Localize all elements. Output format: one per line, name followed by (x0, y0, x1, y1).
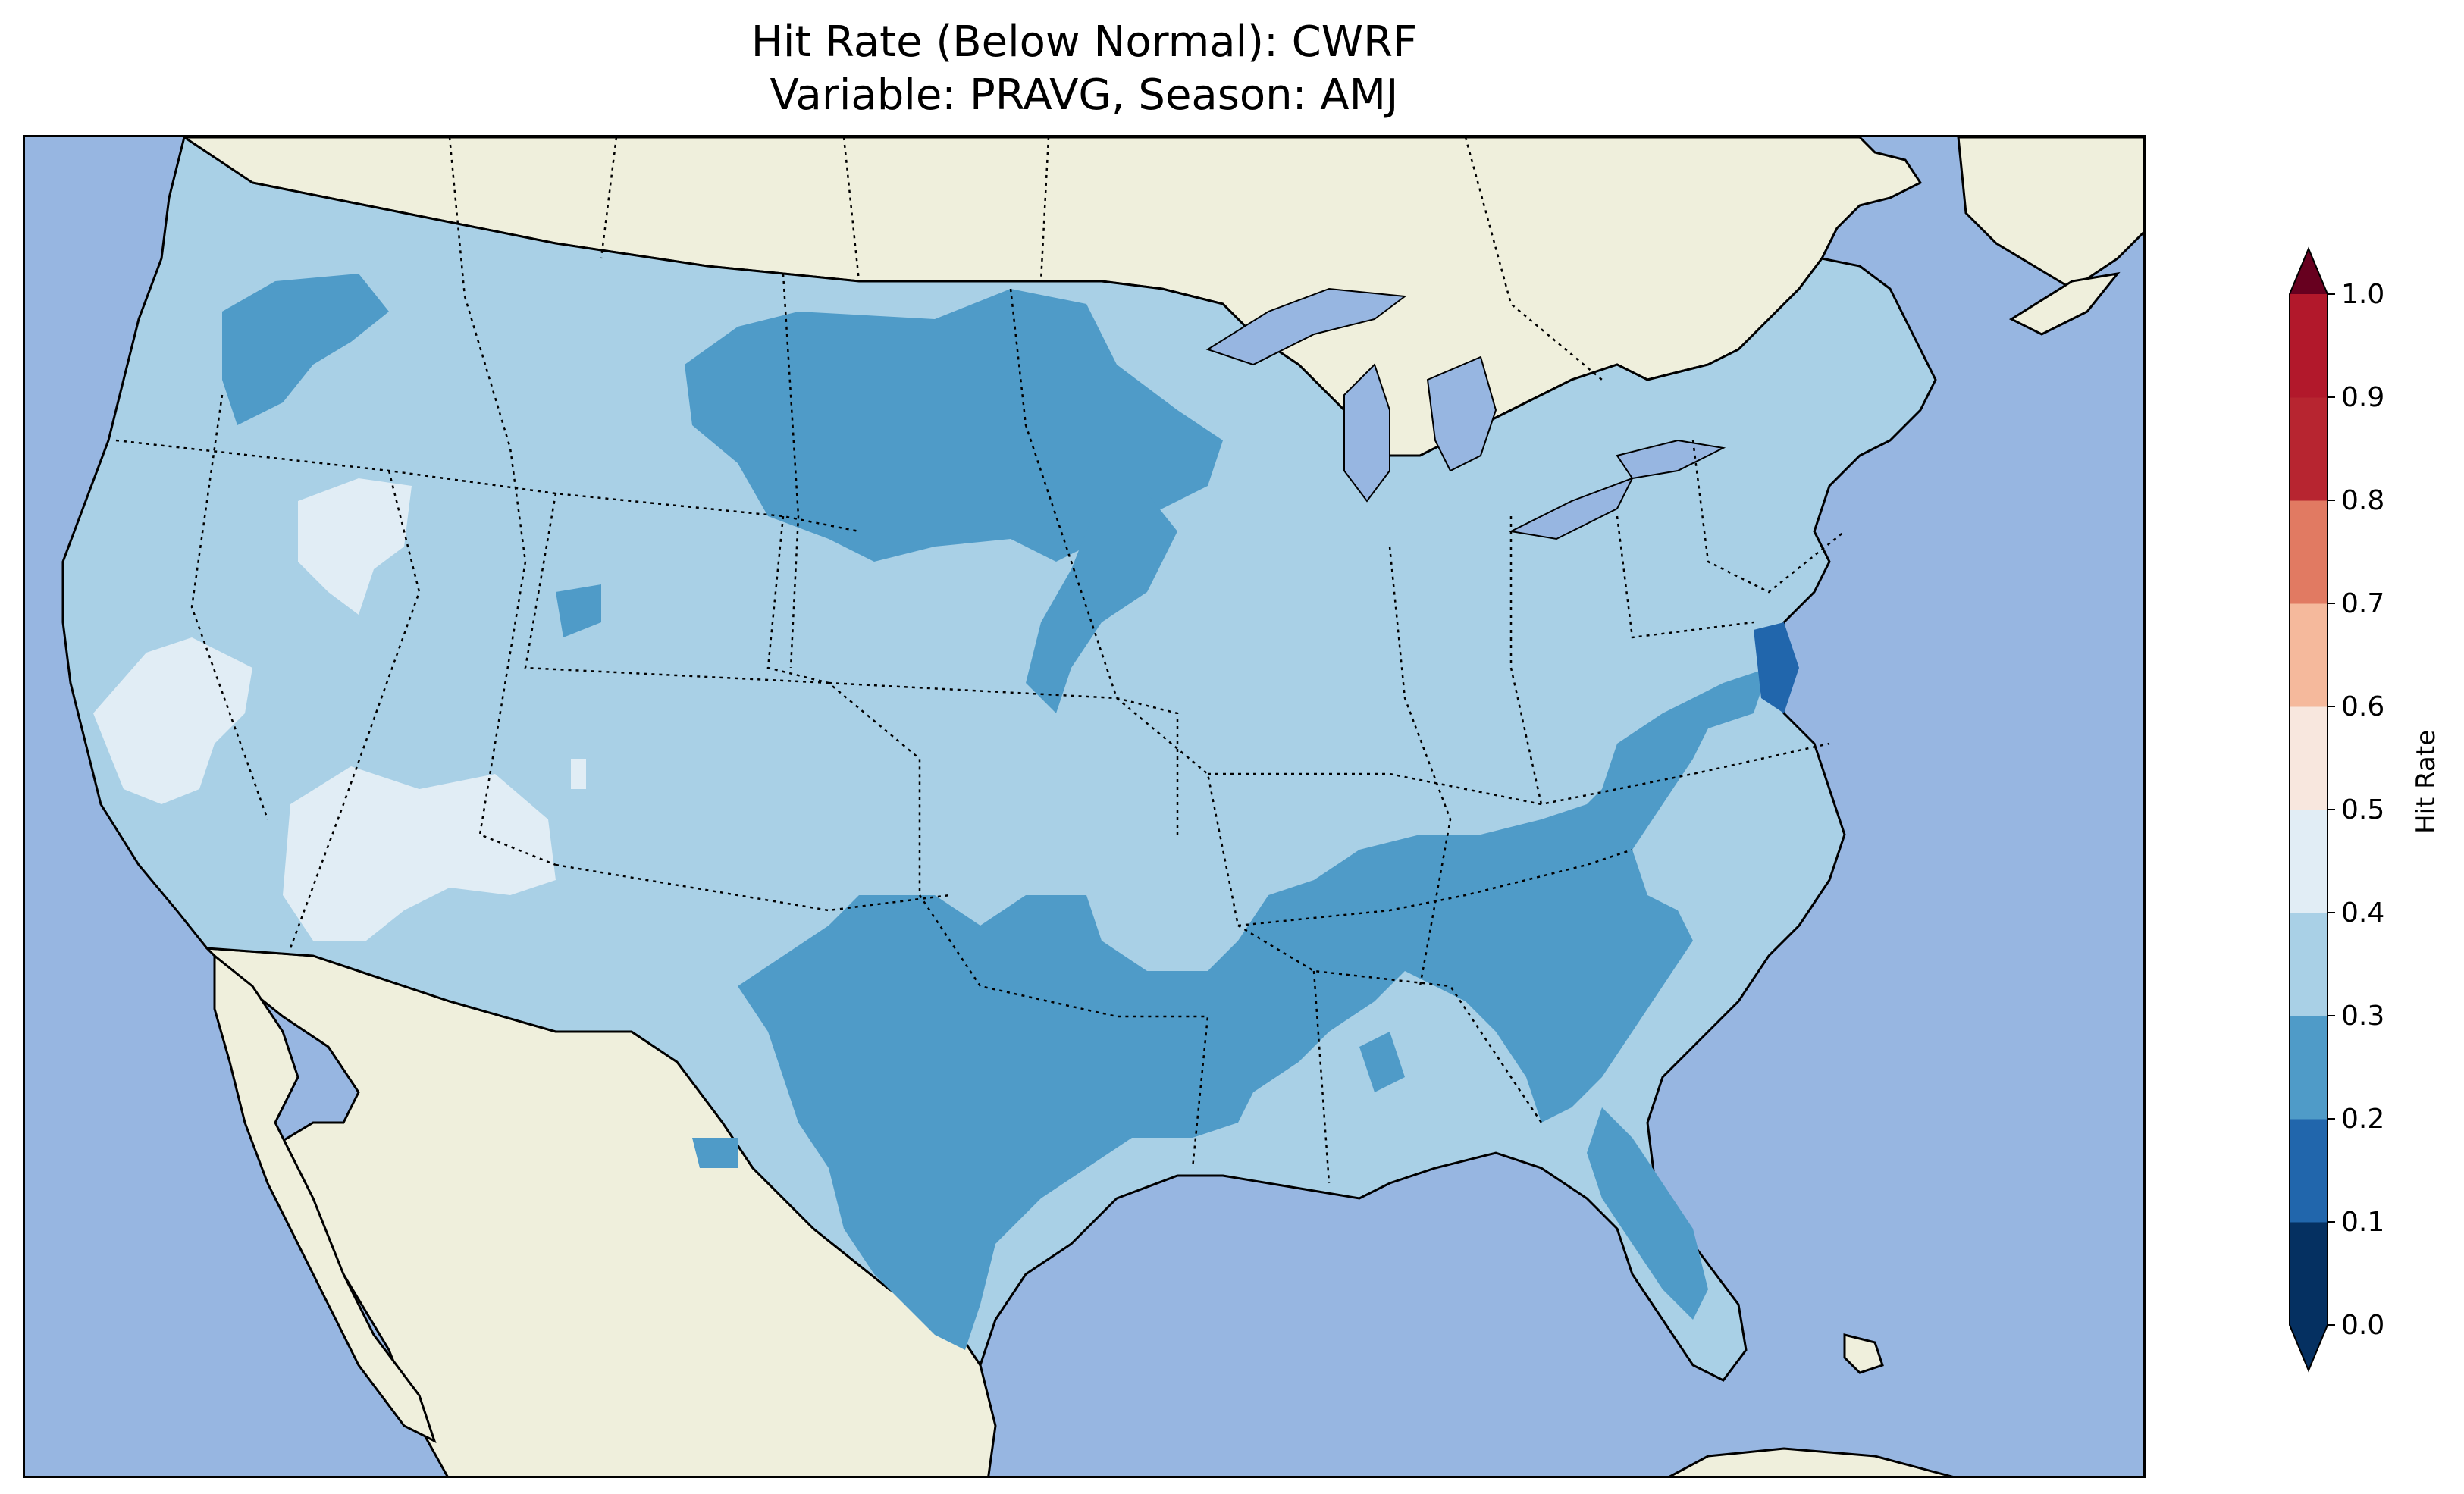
colorbar-tick-label: 0.7 (2341, 588, 2384, 619)
canada-maritimes-land (1957, 137, 2143, 290)
colorbar-label: Hit Rate (2411, 729, 2441, 834)
colorbar-band (2290, 913, 2328, 1016)
baja-california-land (213, 953, 437, 1443)
colorbar-tick-label: 0.1 (2341, 1207, 2384, 1238)
bahamas-island (1843, 1333, 1884, 1374)
colorbar: 0.0 0.1 0.2 0.3 0.4 0.5 0.6 0.7 0.8 0.9 1.0 (2289, 246, 2384, 1373)
map-canvas (61, 137, 2143, 1476)
map-title-line-2: Variable: PRAVG, Season: AMJ (770, 70, 1399, 120)
state-borders (115, 273, 1845, 1184)
colorbar-band (2290, 294, 2328, 398)
colorbar-tick-label: 0.9 (2341, 382, 2384, 413)
colorbar-band (2290, 1016, 2328, 1120)
colorbar-extend-under (2290, 1325, 2328, 1370)
colorbar-extend-over (2290, 249, 2328, 294)
band-0-2-0-3-patches (222, 274, 1769, 1350)
colorbar-band (2290, 603, 2328, 707)
colorbar-tick-label: 0.0 (2341, 1310, 2384, 1341)
cuba-land (1669, 1447, 1954, 1476)
colorbar-tick-label: 0.6 (2341, 691, 2384, 722)
colorbar-band (2290, 706, 2328, 810)
colorbar-tick-label: 1.0 (2341, 279, 2384, 310)
colorbar-band (2290, 1222, 2328, 1326)
nova-scotia-land (2008, 271, 2121, 336)
colorbar-tick-label: 0.3 (2341, 1001, 2384, 1032)
colorbar-tick-label: 0.4 (2341, 897, 2384, 929)
colorbar-band (2290, 810, 2328, 913)
colorbar-tick-label: 0.2 (2341, 1104, 2384, 1135)
colorbar-band (2290, 397, 2328, 501)
map-title-line-1: Hit Rate (Below Normal): CWRF (751, 17, 1418, 67)
colorbar-band (2290, 1119, 2328, 1223)
map-panel (23, 135, 2146, 1478)
international-borders (448, 137, 1603, 381)
great-lakes (1205, 287, 1726, 540)
colorbar-band (2290, 500, 2328, 604)
band-0-4-0-5-patches (93, 478, 586, 941)
colorbar-tick-label: 0.5 (2341, 794, 2384, 825)
band-0-1-0-2-patch (1754, 622, 1799, 713)
colorbar-tick-label: 0.8 (2341, 485, 2384, 516)
